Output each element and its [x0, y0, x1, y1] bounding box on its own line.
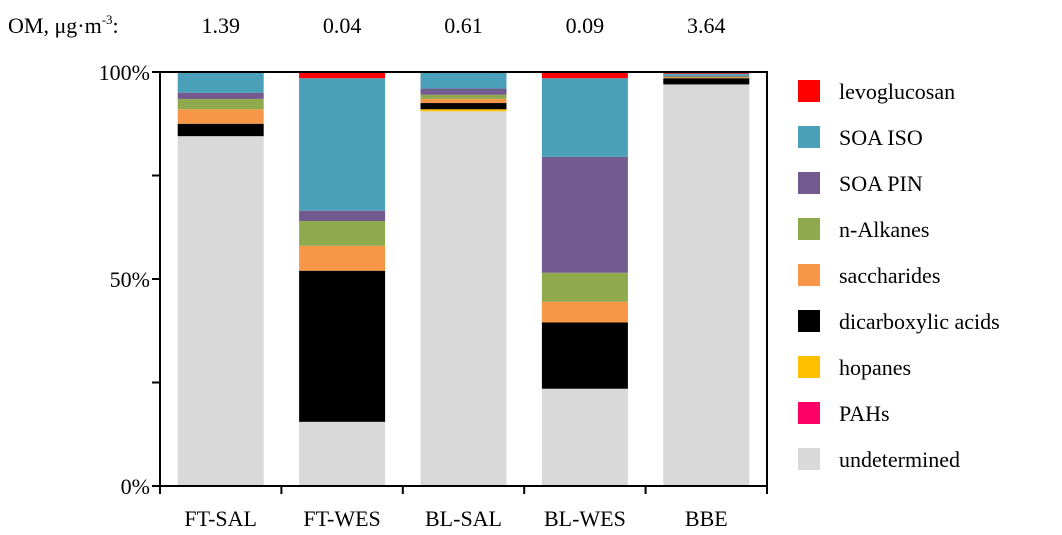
bar-segment-soa-iso-ft-sal: [177, 72, 264, 93]
bar-segment-saccharides-bbe: [663, 77, 750, 79]
bar-segment-dicarboxylic-acids-bl-sal: [420, 103, 507, 110]
y-tick-label: 50%: [110, 267, 150, 292]
legend-label: dicarboxylic acids: [839, 309, 1000, 334]
bar-segment-levoglucosan-ft-wes: [299, 72, 386, 79]
bar-segment-undetermined-bl-wes: [541, 388, 628, 486]
bar-segment-saccharides-bl-sal: [420, 98, 507, 104]
om-value: 0.04: [323, 13, 362, 38]
legend-swatch: [798, 218, 820, 240]
x-tick-label: BL-WES: [544, 506, 626, 531]
bar-segment-dicarboxylic-acids-ft-sal: [177, 123, 264, 137]
legend-swatch: [798, 264, 820, 286]
bar-segment-soa-iso-ft-wes: [299, 78, 386, 211]
legend-label: hopanes: [839, 355, 911, 380]
bar-segment-soa-pin-ft-sal: [177, 92, 264, 99]
om-value: 0.09: [566, 13, 605, 38]
bar-segment-undetermined-bl-sal: [420, 111, 507, 486]
axes: FT-SAL FT-WES BL-SAL BL-WES BBE 0% 50% 100%: [99, 60, 768, 531]
bar-segment-n-alkanes-bl-sal: [420, 94, 507, 99]
legend-swatch: [798, 448, 820, 470]
legend: levoglucosan SOA ISO SOA PIN n-Alkanes sacch…: [798, 79, 1000, 472]
legend-swatch: [798, 126, 820, 148]
bar-segment-undetermined-bbe: [663, 84, 750, 487]
bar-segment-hopanes-bl-sal: [420, 109, 507, 112]
bar-segment-soa-iso-bbe: [663, 73, 750, 76]
om-label: OM, μg·m-3:: [8, 12, 119, 38]
bar-segment-dicarboxylic-acids-bbe: [663, 78, 750, 85]
legend-label: n-Alkanes: [839, 217, 929, 242]
legend-swatch: [798, 310, 820, 332]
bar-segment-saccharides-bl-wes: [541, 301, 628, 323]
bar-segment-dicarboxylic-acids-bl-wes: [541, 322, 628, 389]
bar-segment-saccharides-ft-sal: [177, 109, 264, 124]
x-tick-label: FT-SAL: [184, 506, 257, 531]
bar-segment-n-alkanes-ft-sal: [177, 98, 264, 110]
om-values: 1.39 0.04 0.61 0.09 3.64: [201, 13, 725, 38]
bar-segment-soa-pin-bl-wes: [541, 156, 628, 273]
bar-segment-n-alkanes-bl-wes: [541, 272, 628, 302]
om-value: 3.64: [687, 13, 726, 38]
bar-stacks: [177, 72, 750, 487]
legend-swatch: [798, 172, 820, 194]
bar-segment-soa-pin-ft-wes: [299, 210, 386, 222]
bar-segment-undetermined-ft-wes: [299, 421, 386, 486]
legend-swatch: [798, 356, 820, 378]
bar-segment-soa-pin-bbe: [663, 75, 750, 77]
legend-label: levoglucosan: [839, 79, 955, 104]
legend-label: SOA PIN: [839, 171, 923, 196]
x-tick-label: FT-WES: [303, 506, 380, 531]
bar-segment-saccharides-ft-wes: [299, 245, 386, 271]
bar-segment-soa-iso-bl-wes: [541, 78, 628, 157]
legend-swatch: [798, 80, 820, 102]
y-tick-label: 100%: [99, 60, 150, 85]
y-tick-label: 0%: [121, 474, 150, 499]
bar-segment-soa-pin-bl-sal: [420, 88, 507, 95]
om-value: 1.39: [201, 13, 240, 38]
bar-segment-n-alkanes-bbe: [663, 76, 750, 78]
bar-segment-n-alkanes-ft-wes: [299, 221, 386, 246]
om-value: 0.61: [444, 13, 483, 38]
legend-label: PAHs: [839, 401, 890, 426]
legend-swatch: [798, 402, 820, 424]
x-tick-label: BBE: [685, 506, 728, 531]
legend-label: undetermined: [839, 447, 960, 472]
x-tick-label: BL-SAL: [425, 506, 502, 531]
legend-label: SOA ISO: [839, 125, 923, 150]
legend-label: saccharides: [839, 263, 940, 288]
bar-segment-levoglucosan-bl-wes: [541, 72, 628, 79]
bar-segment-dicarboxylic-acids-ft-wes: [299, 270, 386, 422]
bar-segment-soa-iso-bl-sal: [420, 72, 507, 89]
bar-segment-undetermined-ft-sal: [177, 136, 264, 487]
